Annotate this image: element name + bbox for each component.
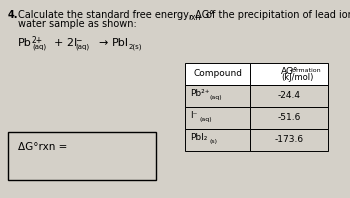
Text: of the precipitation of lead ion from a Flint: of the precipitation of lead ion from a … bbox=[203, 10, 350, 20]
Text: (aq): (aq) bbox=[199, 117, 212, 123]
Text: rxn: rxn bbox=[188, 13, 200, 22]
Text: (s): (s) bbox=[209, 140, 217, 145]
Text: 2(s): 2(s) bbox=[129, 43, 142, 50]
Text: ΔG°rxn =: ΔG°rxn = bbox=[18, 142, 67, 152]
Text: −: − bbox=[75, 36, 81, 45]
Text: I⁻: I⁻ bbox=[190, 111, 197, 121]
Text: 2+: 2+ bbox=[32, 36, 43, 45]
Text: Pb: Pb bbox=[18, 38, 32, 48]
Text: AG°: AG° bbox=[281, 68, 299, 76]
Text: (aq): (aq) bbox=[209, 95, 222, 101]
Text: formation: formation bbox=[291, 68, 322, 72]
Bar bbox=[250, 63, 328, 85]
Text: -173.6: -173.6 bbox=[274, 135, 303, 145]
Text: →: → bbox=[98, 38, 107, 48]
Text: PbI₂: PbI₂ bbox=[190, 133, 207, 143]
Text: (aq): (aq) bbox=[75, 43, 89, 50]
Text: water sample as shown:: water sample as shown: bbox=[18, 19, 137, 29]
Bar bbox=[250, 129, 328, 151]
Text: Pb²⁺: Pb²⁺ bbox=[190, 89, 210, 98]
Text: -24.4: -24.4 bbox=[278, 91, 301, 101]
Text: Calculate the standard free energy, ΔG°: Calculate the standard free energy, ΔG° bbox=[18, 10, 214, 20]
Text: + 2I: + 2I bbox=[54, 38, 77, 48]
Text: (kJ/mol): (kJ/mol) bbox=[281, 73, 313, 83]
Bar bbox=[185, 63, 250, 85]
Bar bbox=[250, 85, 328, 107]
Bar bbox=[185, 107, 250, 129]
Text: 4.: 4. bbox=[8, 10, 19, 20]
Bar bbox=[185, 85, 250, 107]
Text: (aq): (aq) bbox=[32, 43, 46, 50]
Bar bbox=[185, 129, 250, 151]
Text: PbI: PbI bbox=[112, 38, 129, 48]
Text: -51.6: -51.6 bbox=[277, 113, 301, 123]
Text: Compound: Compound bbox=[193, 69, 242, 78]
Bar bbox=[250, 107, 328, 129]
Bar bbox=[8, 132, 156, 180]
